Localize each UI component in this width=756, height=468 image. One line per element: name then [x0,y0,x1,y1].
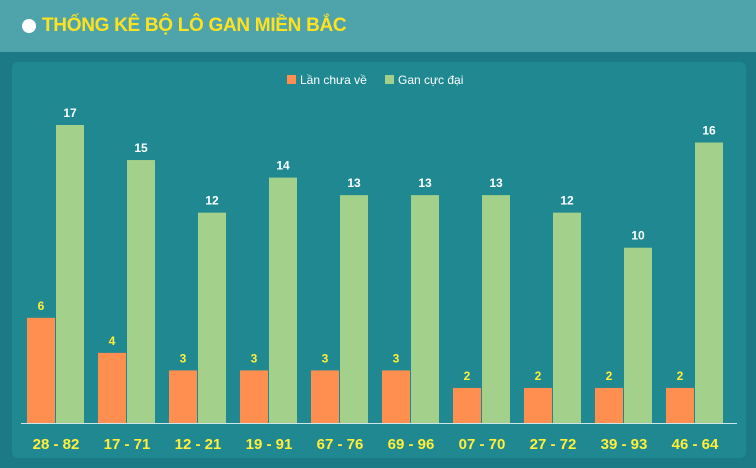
bar-1-4 [240,370,268,423]
bar-2-5 [340,195,368,423]
bar-1-2 [98,352,126,423]
data-label-1-4: 3 [251,351,258,365]
data-label-2-6: 13 [418,176,432,190]
data-label-2-9: 10 [631,229,645,243]
bar-2-10 [695,142,723,423]
data-label-2-1: 17 [63,106,77,120]
data-label-2-7: 13 [489,176,503,190]
data-label-1-2: 4 [109,334,116,348]
bar-1-9 [595,387,623,423]
x-tick-label-5: 67 - 76 [317,436,364,453]
x-tick-label-9: 39 - 93 [601,436,648,453]
x-tick-label-7: 07 - 70 [459,436,506,453]
data-label-2-5: 13 [347,176,361,190]
legend-label-2: Gan cực đại [398,73,463,87]
x-tick-label-10: 46 - 64 [672,436,719,453]
x-tick-label-1: 28 - 82 [33,436,80,453]
bar-2-6 [411,195,439,423]
bullet-icon [22,19,36,33]
bar-2-1 [56,125,84,423]
bar-1-7 [453,387,481,423]
x-tick-label-8: 27 - 72 [530,436,577,453]
bar-1-8 [524,387,552,423]
bar-1-10 [666,387,694,423]
data-label-1-7: 2 [464,369,471,383]
x-tick-label-4: 19 - 91 [246,436,293,453]
bar-2-4 [269,177,297,423]
data-label-2-2: 15 [134,141,148,155]
x-tick-label-2: 17 - 71 [104,436,151,453]
data-label-1-8: 2 [535,369,542,383]
legend-swatch-2 [385,75,394,84]
x-tick-label-3: 12 - 21 [175,436,222,453]
data-label-1-5: 3 [322,351,329,365]
data-label-1-10: 2 [677,369,684,383]
data-label-1-1: 6 [38,299,45,313]
legend-label-1: Lần chưa về [300,73,367,87]
bar-1-1 [27,317,55,423]
data-label-2-3: 12 [205,194,219,208]
bar-1-5 [311,370,339,423]
bar-2-9 [624,247,652,423]
x-tick-label-6: 69 - 96 [388,436,435,453]
bar-2-2 [127,160,155,423]
bar-1-6 [382,370,410,423]
data-label-1-3: 3 [180,351,187,365]
bar-2-7 [482,195,510,423]
bar-2-8 [553,212,581,423]
page-title: THỐNG KÊ BỘ LÔ GAN MIỀN BẮC [42,15,347,36]
legend-swatch-1 [287,75,296,84]
bar-1-3 [169,370,197,423]
bar-2-3 [198,212,226,423]
data-label-1-6: 3 [393,351,400,365]
data-label-2-10: 16 [702,124,716,138]
data-label-1-9: 2 [606,369,613,383]
data-label-2-4: 14 [276,159,290,173]
header-bar: THỐNG KÊ BỘ LÔ GAN MIỀN BẮC [0,0,756,52]
data-label-2-8: 12 [560,194,574,208]
